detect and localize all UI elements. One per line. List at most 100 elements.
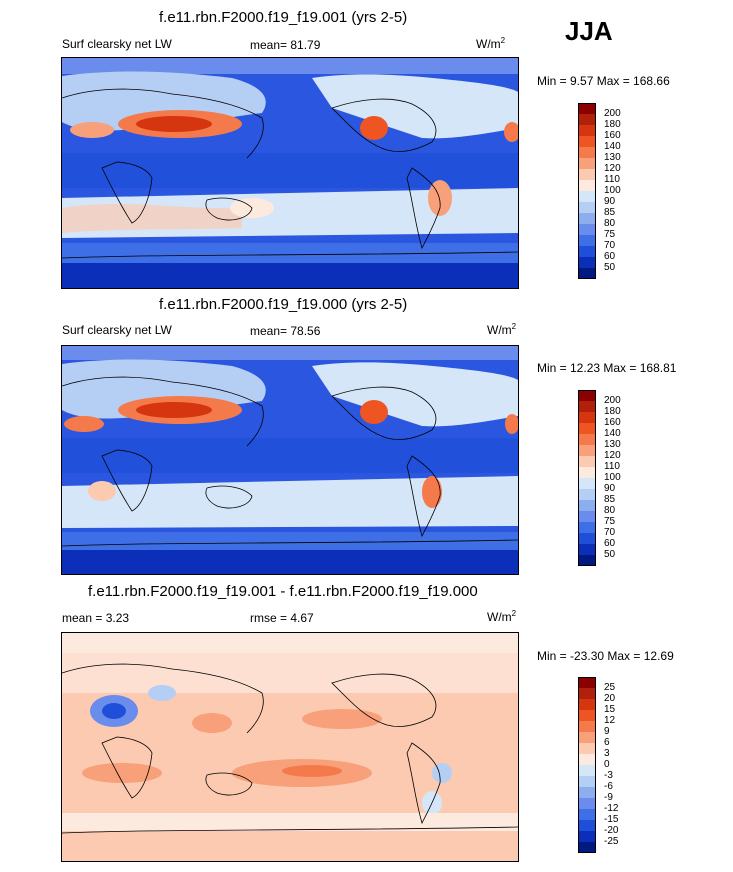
colorbar-tick-label: -25 bbox=[604, 836, 619, 847]
colorbar-segment bbox=[578, 191, 596, 202]
colorbar-segment bbox=[578, 842, 596, 853]
colorbar-segment bbox=[578, 533, 596, 544]
colorbar-tick-label: -9 bbox=[604, 792, 613, 803]
colorbar-tick-label: 110 bbox=[604, 174, 620, 185]
colorbar-segment bbox=[578, 456, 596, 467]
colorbar-segment bbox=[578, 246, 596, 257]
panel-1-variable-label: Surf clearsky net LW bbox=[62, 37, 172, 51]
panel-1-minmax: Min = 9.57 Max = 168.66 bbox=[537, 74, 670, 88]
colorbar-tick-label: 15 bbox=[604, 704, 616, 715]
colorbar-segment bbox=[578, 688, 596, 699]
colorbar-segment bbox=[578, 412, 596, 423]
colorbar-tick-label: 9 bbox=[604, 726, 610, 737]
colorbar-segment bbox=[578, 798, 596, 809]
colorbar-tick-label: 70 bbox=[604, 527, 616, 538]
colorbar-tick-label: 200 bbox=[604, 395, 621, 406]
colorbar-segment bbox=[578, 765, 596, 776]
panel-2-units: W/m2 bbox=[487, 322, 517, 337]
colorbar-tick-label: 0 bbox=[604, 759, 610, 770]
colorbar-tick-label: 160 bbox=[604, 130, 621, 141]
colorbar-segment bbox=[578, 732, 596, 743]
colorbar-tick-label: 50 bbox=[604, 262, 616, 273]
colorbar-segment bbox=[578, 224, 596, 235]
colorbar-segment bbox=[578, 401, 596, 412]
colorbar-tick-label: 12 bbox=[604, 715, 616, 726]
colorbar-tick-label: 90 bbox=[604, 483, 616, 494]
panel-2-colorbar: 200 180 160 140 130 120 110 100 90 85 80 75 70 60 50 bbox=[578, 390, 658, 570]
colorbar-segment bbox=[578, 268, 596, 279]
colorbar-tick-label: 85 bbox=[604, 494, 616, 505]
colorbar-segment bbox=[578, 390, 596, 401]
colorbar-segment bbox=[578, 544, 596, 555]
colorbar-segment bbox=[578, 125, 596, 136]
colorbar-tick-label: 200 bbox=[604, 108, 621, 119]
colorbar-segment bbox=[578, 699, 596, 710]
panel-3-rmse-label: rmse = 4.67 bbox=[250, 611, 314, 625]
colorbar-segment bbox=[578, 754, 596, 765]
panel-1-mean-label: mean= 81.79 bbox=[250, 38, 321, 52]
panel-2-variable-label: Surf clearsky net LW bbox=[62, 323, 172, 337]
colorbar-segment bbox=[578, 776, 596, 787]
colorbar-segment bbox=[578, 147, 596, 158]
colorbar-frame bbox=[578, 103, 596, 279]
panel-2-title: f.e11.rbn.F2000.f19_f19.000 (yrs 2-5) bbox=[159, 296, 408, 313]
colorbar-tick-label: 180 bbox=[604, 119, 621, 130]
colorbar-tick-label: 140 bbox=[604, 141, 621, 152]
colorbar-segment bbox=[578, 103, 596, 114]
colorbar-tick-label: 160 bbox=[604, 417, 621, 428]
panel-3-colorbar: 25 20 15 12 9 6 3 0 -3 -6 -9 -12 -15 -20 -25 bbox=[578, 677, 658, 857]
colorbar-tick-label: 80 bbox=[604, 218, 616, 229]
colorbar-tick-label: 25 bbox=[604, 682, 616, 693]
colorbar-segment bbox=[578, 169, 596, 180]
colorbar-segment bbox=[578, 235, 596, 246]
colorbar-tick-label: 140 bbox=[604, 428, 621, 439]
colorbar-tick-label: 60 bbox=[604, 251, 616, 262]
colorbar-frame bbox=[578, 677, 596, 853]
panel-3-map bbox=[61, 632, 519, 862]
panel-3-title: f.e11.rbn.F2000.f19_f19.001 - f.e11.rbn.… bbox=[88, 583, 478, 600]
panel-3-mean-label: mean = 3.23 bbox=[62, 611, 130, 625]
colorbar-segment bbox=[578, 500, 596, 511]
colorbar-tick-label: 75 bbox=[604, 516, 616, 527]
colorbar-tick-label: 75 bbox=[604, 229, 616, 240]
colorbar-tick-label: 120 bbox=[604, 450, 621, 461]
colorbar-segment bbox=[578, 213, 596, 224]
colorbar-tick-label: 50 bbox=[604, 549, 616, 560]
panel-2-minmax: Min = 12.23 Max = 168.81 bbox=[537, 361, 677, 375]
colorbar-tick-label: 110 bbox=[604, 461, 620, 472]
panel-1-units: W/m2 bbox=[476, 36, 506, 51]
colorbar-tick-label: -15 bbox=[604, 814, 619, 825]
colorbar-segment bbox=[578, 423, 596, 434]
colorbar-tick-label: 100 bbox=[604, 472, 621, 483]
colorbar-segment bbox=[578, 478, 596, 489]
colorbar-tick-label: -3 bbox=[604, 770, 613, 781]
colorbar-tick-label: 180 bbox=[604, 406, 621, 417]
colorbar-tick-label: 60 bbox=[604, 538, 616, 549]
colorbar-segment bbox=[578, 257, 596, 268]
colorbar-segment bbox=[578, 158, 596, 169]
colorbar-segment bbox=[578, 114, 596, 125]
colorbar-segment bbox=[578, 809, 596, 820]
colorbar-tick-label: 100 bbox=[604, 185, 621, 196]
colorbar-segment bbox=[578, 831, 596, 842]
colorbar-tick-label: 70 bbox=[604, 240, 616, 251]
colorbar-tick-label: 3 bbox=[604, 748, 610, 759]
colorbar-segment bbox=[578, 180, 596, 191]
panel-1-map bbox=[61, 57, 519, 289]
colorbar-segment bbox=[578, 820, 596, 831]
panel-3-units: W/m2 bbox=[487, 609, 517, 624]
colorbar-tick-label: -6 bbox=[604, 781, 613, 792]
colorbar-segment bbox=[578, 434, 596, 445]
colorbar-tick-label: 20 bbox=[604, 693, 616, 704]
panel-1-title: f.e11.rbn.F2000.f19_f19.001 (yrs 2-5) bbox=[159, 9, 408, 26]
colorbar-segment bbox=[578, 721, 596, 732]
colorbar-tick-label: 120 bbox=[604, 163, 621, 174]
colorbar-tick-label: -12 bbox=[604, 803, 619, 814]
colorbar-segment bbox=[578, 445, 596, 456]
colorbar-tick-label: 80 bbox=[604, 505, 616, 516]
colorbar-tick-label: 130 bbox=[604, 152, 621, 163]
colorbar-segment bbox=[578, 467, 596, 478]
panel-3-minmax: Min = -23.30 Max = 12.69 bbox=[537, 649, 674, 663]
colorbar-tick-label: -20 bbox=[604, 825, 619, 836]
panel-2-mean-label: mean= 78.56 bbox=[250, 324, 321, 338]
